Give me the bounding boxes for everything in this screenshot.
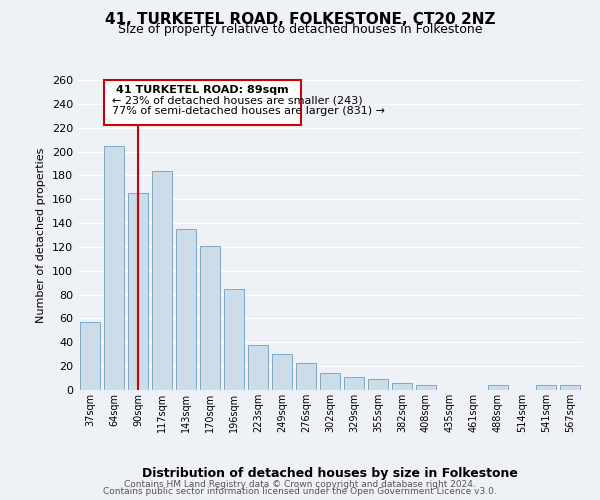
Bar — [200, 246, 220, 390]
Text: Distribution of detached houses by size in Folkestone: Distribution of detached houses by size … — [142, 467, 518, 480]
Text: 77% of semi-detached houses are larger (831) →: 77% of semi-detached houses are larger (… — [112, 106, 385, 116]
Bar — [296, 362, 316, 390]
Text: 41 TURKETEL ROAD: 89sqm: 41 TURKETEL ROAD: 89sqm — [116, 85, 289, 95]
Bar — [128, 194, 148, 390]
Bar — [176, 229, 196, 390]
Bar — [536, 385, 556, 390]
Bar — [248, 344, 268, 390]
Bar — [224, 288, 244, 390]
Text: ← 23% of detached houses are smaller (243): ← 23% of detached houses are smaller (24… — [112, 96, 362, 106]
Bar — [344, 377, 364, 390]
Text: 41, TURKETEL ROAD, FOLKESTONE, CT20 2NZ: 41, TURKETEL ROAD, FOLKESTONE, CT20 2NZ — [105, 12, 495, 28]
Text: Size of property relative to detached houses in Folkestone: Size of property relative to detached ho… — [118, 22, 482, 36]
Bar — [320, 374, 340, 390]
Bar — [152, 170, 172, 390]
Bar — [368, 380, 388, 390]
Bar — [104, 80, 301, 126]
Bar — [488, 385, 508, 390]
Bar — [560, 385, 580, 390]
Text: Contains HM Land Registry data © Crown copyright and database right 2024.: Contains HM Land Registry data © Crown c… — [124, 480, 476, 489]
Y-axis label: Number of detached properties: Number of detached properties — [37, 148, 46, 322]
Bar — [272, 354, 292, 390]
Bar — [104, 146, 124, 390]
Bar — [416, 385, 436, 390]
Bar — [80, 322, 100, 390]
Bar — [392, 383, 412, 390]
Text: Contains public sector information licensed under the Open Government Licence v3: Contains public sector information licen… — [103, 488, 497, 496]
